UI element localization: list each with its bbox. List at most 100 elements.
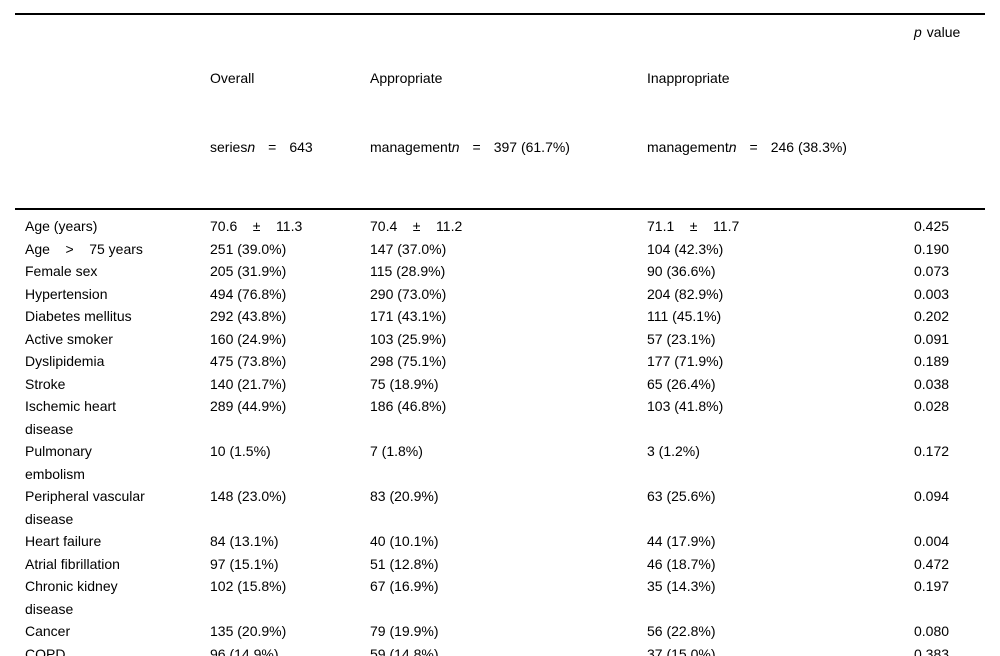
table-row: COPD 96 (14.9%) 59 (14.8%) 37 (15.0%) 0.383 <box>15 643 985 656</box>
cell-p-value: 0.425 <box>914 218 950 234</box>
table-row: Heart failure 84 (13.1%) 40 (10.1%) 44 (17.… <box>15 530 985 553</box>
cell-appropriate: 75 (18.9%) <box>370 375 439 392</box>
column-header-overall-line2: seriesn = 643 <box>210 136 370 159</box>
row-label: Heart failure <box>25 533 102 549</box>
cell-inappropriate: 37 (15.0%) <box>647 645 716 656</box>
table-row: Age (years) 70.6 ± 11.3 70.4 ± 11.2 71.1 ± … <box>15 209 985 238</box>
cell-overall: 96 (14.9%) <box>210 645 279 656</box>
column-header-empty <box>15 14 210 209</box>
equals-sign: = <box>472 139 481 155</box>
row-label: Pulmonary embolism <box>25 443 92 482</box>
column-header-appropriate-line1: Appropriate <box>370 70 443 86</box>
cell-appropriate: 298 (75.1%) <box>370 353 447 369</box>
row-label: Hypertension <box>25 285 108 302</box>
header-word: management <box>370 139 452 155</box>
cell-inappropriate: 57 (23.1%) <box>647 330 716 347</box>
table-row: Atrial fibrillation 97 (15.1%) 51 (12.8%) 4… <box>15 553 985 576</box>
cell-inappropriate: 177 (71.9%) <box>647 353 724 369</box>
table-row: Hypertension 494 (76.8%) 290 (73.0%) 204 (8… <box>15 283 985 306</box>
column-header-inappropriate-line1: Inappropriate <box>647 70 730 86</box>
header-count: 643 <box>289 139 313 155</box>
cell-p-value: 0.189 <box>914 353 950 369</box>
cell-appropriate: 171 (43.1%) <box>370 308 447 324</box>
table-row: Cancer 135 (20.9%) 79 (19.9%) 56 (22.8%) 0.0… <box>15 620 985 643</box>
cell-appropriate: 115 (28.9%) <box>370 263 446 279</box>
cell-appropriate: 40 (10.1%) <box>370 533 439 549</box>
cell-p-value: 0.073 <box>914 263 950 279</box>
cell-overall: 160 (24.9%) <box>210 330 287 347</box>
cell-inappropriate: 56 (22.8%) <box>647 623 716 639</box>
table-row: Diabetes mellitus 292 (43.8%) 171 (43.1%) 1… <box>15 305 985 328</box>
cell-inappropriate: 103 (41.8%) <box>647 398 724 414</box>
header-word: management <box>647 139 729 155</box>
table-row: Stroke 140 (21.7%) 75 (18.9%) 65 (26.4%) 0.0… <box>15 373 985 396</box>
cell-overall: 97 (15.1%) <box>210 555 279 572</box>
cell-overall: 140 (21.7%) <box>210 375 287 392</box>
column-header-inappropriate-line2: managementn = 246 (38.3%) <box>647 136 914 159</box>
equals-sign: = <box>749 139 758 155</box>
cell-overall: 135 (20.9%) <box>210 623 287 639</box>
cell-overall: 251 (39.0%) <box>210 240 287 257</box>
cell-p-value: 0.202 <box>914 308 950 324</box>
row-label: Active smoker <box>25 330 113 347</box>
column-header-overall: Overall seriesn = 643 <box>210 14 370 209</box>
column-header-inappropriate: Inappropriate managementn = 246 (38.3%) <box>647 14 914 209</box>
cell-p-value: 0.094 <box>914 488 950 504</box>
header-word: series <box>210 139 248 155</box>
row-label: Chronic kidney disease <box>25 578 118 617</box>
cell-p-value: 0.472 <box>914 555 950 572</box>
cell-overall: 148 (23.0%) <box>210 488 287 504</box>
row-label: Cancer <box>25 623 71 639</box>
cell-inappropriate: 104 (42.3%) <box>647 240 724 257</box>
cell-p-value: 0.038 <box>914 375 950 392</box>
cell-inappropriate: 65 (26.4%) <box>647 375 716 392</box>
header-count: 397 (61.7%) <box>493 139 570 155</box>
row-label: Female sex <box>25 263 98 279</box>
column-header-appropriate: Appropriate managementn = 397 (61.7%) <box>370 14 647 209</box>
cell-inappropriate: 90 (36.6%) <box>647 263 716 279</box>
cell-p-value: 0.004 <box>914 533 950 549</box>
cell-p-value: 0.091 <box>914 330 950 347</box>
cell-overall: 102 (15.8%) <box>210 578 287 594</box>
n-italic: n <box>728 139 737 155</box>
column-header-appropriate-line2: managementn = 397 (61.7%) <box>370 136 647 159</box>
table-body: Age (years) 70.6 ± 11.3 70.4 ± 11.2 71.1 ± … <box>15 209 985 656</box>
cell-inappropriate: 204 (82.9%) <box>647 285 724 302</box>
row-label: Peripheral vascular disease <box>25 488 145 527</box>
table-row: Age > 75 years 251 (39.0%) 147 (37.0%) 104 … <box>15 238 985 261</box>
cell-appropriate: 103 (25.9%) <box>370 330 447 347</box>
cell-p-value: 0.197 <box>914 578 950 594</box>
cell-overall: 292 (43.8%) <box>210 308 287 324</box>
table-row: Ischemic heart disease 289 (44.9%) 186 (46… <box>15 395 985 440</box>
cell-inappropriate: 71.1 ± 11.7 <box>647 218 740 234</box>
cell-inappropriate: 63 (25.6%) <box>647 488 716 504</box>
row-label: Ischemic heart disease <box>25 398 117 437</box>
cell-p-value: 0.028 <box>914 398 950 414</box>
cell-p-value: 0.172 <box>914 443 950 459</box>
row-label: COPD <box>25 645 66 656</box>
cell-appropriate: 147 (37.0%) <box>370 240 447 257</box>
cell-inappropriate: 3 (1.2%) <box>647 443 700 459</box>
cell-overall: 205 (31.9%) <box>210 263 287 279</box>
cell-inappropriate: 111 (45.1%) <box>647 308 722 324</box>
equals-sign: = <box>268 139 277 155</box>
cell-appropriate: 70.4 ± 11.2 <box>370 218 463 234</box>
cell-appropriate: 290 (73.0%) <box>370 285 447 302</box>
cell-appropriate: 7 (1.8%) <box>370 443 423 459</box>
cell-overall: 289 (44.9%) <box>210 398 287 414</box>
cell-p-value: 0.003 <box>914 285 950 302</box>
n-italic: n <box>247 139 256 155</box>
cell-inappropriate: 44 (17.9%) <box>647 533 716 549</box>
cell-p-value: 0.190 <box>914 240 950 257</box>
cell-overall: 70.6 ± 11.3 <box>210 218 303 234</box>
row-label: Age > 75 years <box>25 240 143 257</box>
table-header-row: Overall seriesn = 643 Appropriate manageme… <box>15 14 985 209</box>
row-label: Dyslipidemia <box>25 353 105 369</box>
cell-overall: 475 (73.8%) <box>210 353 287 369</box>
table-row: Active smoker 160 (24.9%) 103 (25.9%) 57 (2… <box>15 328 985 351</box>
table-row: Female sex 205 (31.9%) 115 (28.9%) 90 (36.6… <box>15 260 985 283</box>
p-value-label: value <box>926 24 961 40</box>
cell-overall: 10 (1.5%) <box>210 443 271 459</box>
cell-p-value: 0.080 <box>914 623 950 639</box>
